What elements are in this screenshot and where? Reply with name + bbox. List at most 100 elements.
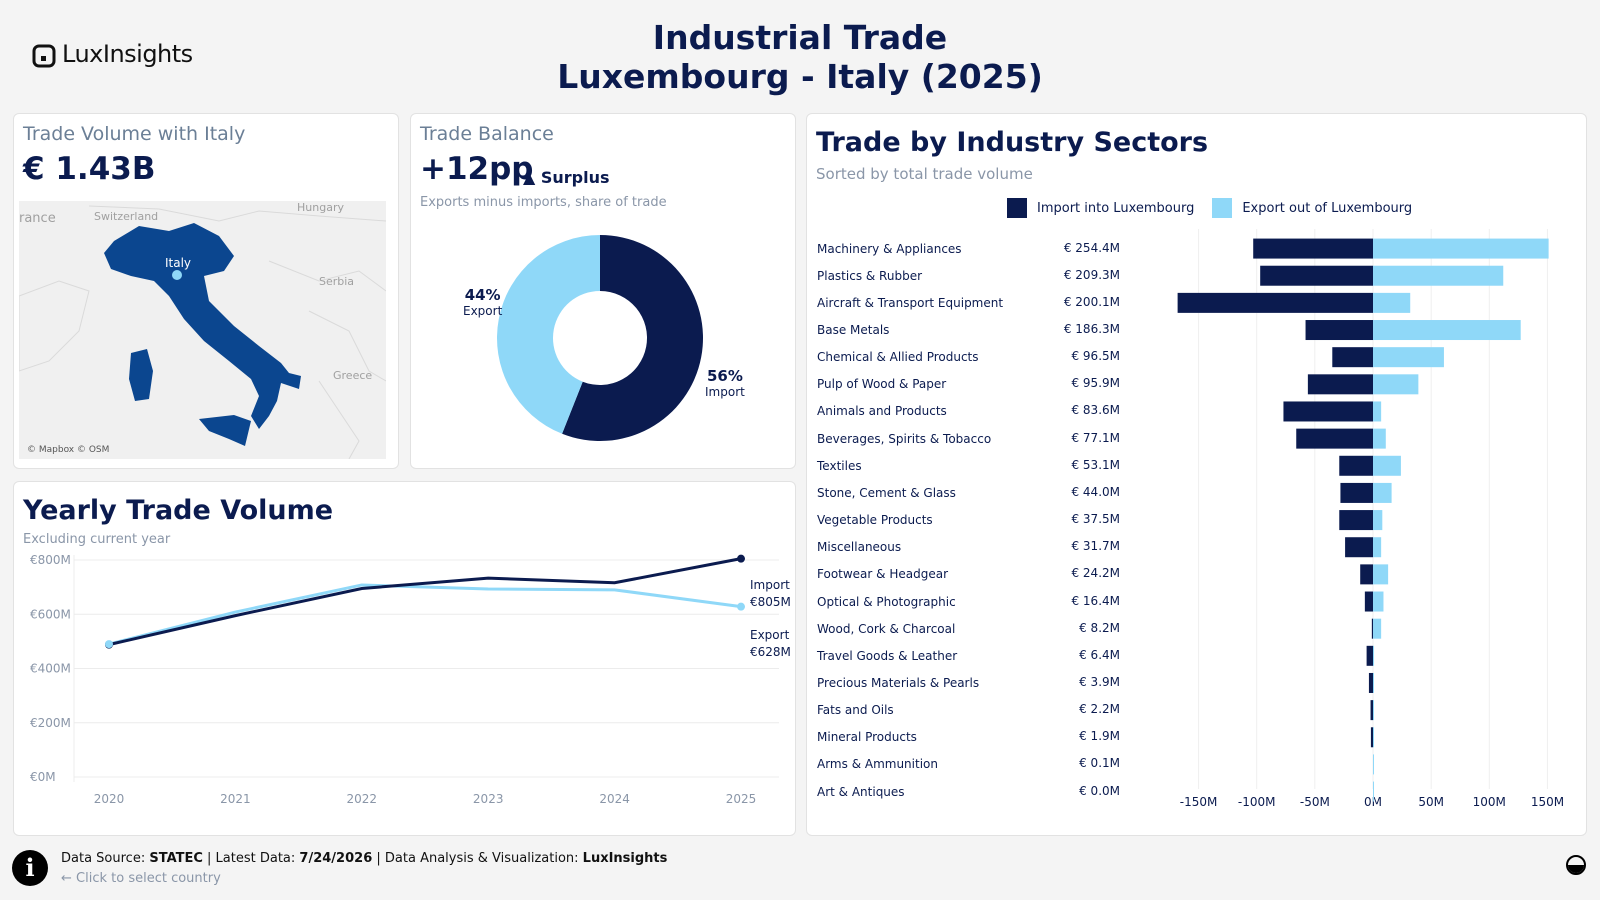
bar-export[interactable]: [1373, 618, 1382, 639]
x-tick-label: 50M: [1418, 795, 1444, 809]
sector-row[interactable]: Precious Materials & Pearls: [817, 675, 980, 690]
line-import[interactable]: [108, 557, 742, 647]
bar-import[interactable]: [1364, 591, 1373, 612]
bar-export[interactable]: [1373, 482, 1392, 503]
sector-row[interactable]: Chemical & Allied Products: [817, 350, 979, 365]
bar-export[interactable]: [1373, 700, 1374, 721]
line-export[interactable]: [108, 583, 742, 646]
x-tick-label: 2021: [220, 792, 251, 806]
bar-export[interactable]: [1373, 292, 1411, 313]
donut-slice-export[interactable]: [496, 235, 600, 434]
sectors-legend: Import into Luxembourg Export out of Lux…: [1007, 198, 1424, 218]
bar-import[interactable]: [1332, 347, 1373, 368]
country-map[interactable]: rance Switzerland Hungary Serbia Greece …: [19, 201, 386, 459]
bar-export[interactable]: [1373, 401, 1382, 422]
italy-shape: [104, 223, 301, 429]
bar-export[interactable]: [1373, 672, 1374, 693]
y-tick-label: €400M: [30, 662, 71, 676]
legend-export[interactable]: Export out of Luxembourg: [1212, 198, 1412, 218]
point-end-export[interactable]: [737, 602, 745, 611]
sector-row[interactable]: Plastics & Rubber: [817, 268, 923, 283]
bar-import[interactable]: [1368, 672, 1373, 693]
legend-import[interactable]: Import into Luxembourg: [1007, 198, 1194, 218]
sectors-bar-chart: -150M -100M -50M 0M 50M 100M 150M: [1177, 229, 1564, 809]
trade-balance-label: Trade Balance: [420, 123, 554, 145]
theme-toggle-icon[interactable]: [1566, 855, 1586, 875]
sector-total: € 44.0M: [1071, 484, 1120, 499]
bar-import[interactable]: [1370, 700, 1373, 721]
bar-export[interactable]: [1373, 320, 1521, 341]
bar-import[interactable]: [1360, 564, 1373, 585]
sector-row[interactable]: Vegetable Products: [817, 513, 933, 528]
bar-export[interactable]: [1373, 238, 1549, 259]
bar-import[interactable]: [1307, 374, 1373, 395]
map-shapes: [19, 201, 386, 459]
bar-import[interactable]: [1283, 401, 1373, 422]
bar-export[interactable]: [1373, 510, 1383, 531]
bar-import[interactable]: [1370, 727, 1373, 748]
info-icon[interactable]: i: [12, 850, 48, 886]
bar-import[interactable]: [1340, 482, 1373, 503]
point-start-export[interactable]: [105, 640, 113, 649]
sector-row[interactable]: Textiles: [817, 458, 862, 473]
bar-import[interactable]: [1305, 320, 1373, 341]
sector-row[interactable]: Travel Goods & Leather: [817, 648, 958, 663]
sector-row[interactable]: Beverages, Spirits & Tobacco: [817, 431, 992, 446]
select-country-link[interactable]: ← Click to select country: [61, 871, 221, 886]
bar-export[interactable]: [1373, 754, 1374, 775]
bar-export[interactable]: [1373, 591, 1384, 612]
trade-balance-card: Trade Balance +12pp ▲ Surplus Exports mi…: [410, 113, 796, 469]
trade-balance-value: +12pp: [420, 151, 534, 187]
donut-slice-import[interactable]: [562, 235, 703, 441]
bar-export[interactable]: [1373, 727, 1374, 748]
sector-row[interactable]: Footwear & Headgear: [817, 567, 948, 582]
bar-export[interactable]: [1373, 564, 1389, 585]
bar-export[interactable]: [1373, 645, 1375, 666]
bar-import[interactable]: [1339, 510, 1373, 531]
sector-total: € 186.3M: [1063, 322, 1120, 337]
sector-total: € 1.9M: [1079, 729, 1120, 744]
sector-total: € 31.7M: [1071, 539, 1120, 554]
bar-import[interactable]: [1296, 428, 1373, 449]
sector-total: € 8.2M: [1079, 620, 1120, 635]
bar-export[interactable]: [1373, 347, 1444, 368]
bar-import[interactable]: [1371, 618, 1373, 639]
x-tick-label: 2023: [473, 792, 504, 806]
bar-import[interactable]: [1339, 455, 1373, 476]
bar-export[interactable]: [1373, 374, 1419, 395]
bar-export[interactable]: [1373, 781, 1374, 802]
bar-export[interactable]: [1373, 265, 1504, 286]
sector-row[interactable]: Stone, Cement & Glass: [817, 485, 956, 500]
bar-import[interactable]: [1366, 645, 1373, 666]
import-share-percent: 56%: [706, 367, 743, 385]
x-tick-label: -50M: [1300, 795, 1330, 809]
sector-row[interactable]: Wood, Cork & Charcoal: [817, 621, 956, 636]
brand-logo[interactable]: LuxInsights: [32, 40, 193, 68]
point-end-import[interactable]: [737, 554, 745, 563]
sector-total: € 53.1M: [1071, 457, 1120, 472]
y-tick-label: €800M: [30, 553, 71, 567]
sector-row[interactable]: Pulp of Wood & Paper: [817, 377, 947, 392]
sector-row[interactable]: Mineral Products: [817, 730, 917, 745]
logo-mark-icon: [32, 42, 56, 68]
sector-row[interactable]: Base Metals: [817, 323, 890, 338]
x-tick-label: 150M: [1531, 795, 1564, 809]
sector-row[interactable]: Animals and Products: [817, 404, 947, 419]
bar-import[interactable]: [1253, 238, 1373, 259]
sector-row[interactable]: Aircraft & Transport Equipment: [817, 295, 1004, 310]
x-tick-label: 0M: [1364, 795, 1382, 809]
sector-row[interactable]: Arms & Ammunition: [817, 757, 938, 772]
sector-row[interactable]: Art & Antiques: [817, 784, 905, 799]
bar-export[interactable]: [1373, 428, 1386, 449]
bar-export[interactable]: [1373, 537, 1382, 558]
bar-import[interactable]: [1177, 292, 1373, 313]
bar-import[interactable]: [1260, 265, 1373, 286]
sector-row[interactable]: Optical & Photographic: [817, 594, 956, 609]
sector-row[interactable]: Machinery & Appliances: [817, 241, 962, 256]
title-line-1: Industrial Trade: [652, 18, 948, 57]
sector-row[interactable]: Miscellaneous: [817, 540, 902, 555]
map-label-serbia: Serbia: [319, 275, 355, 288]
sector-row[interactable]: Fats and Oils: [817, 703, 894, 718]
bar-export[interactable]: [1373, 455, 1401, 476]
bar-import[interactable]: [1345, 537, 1373, 558]
